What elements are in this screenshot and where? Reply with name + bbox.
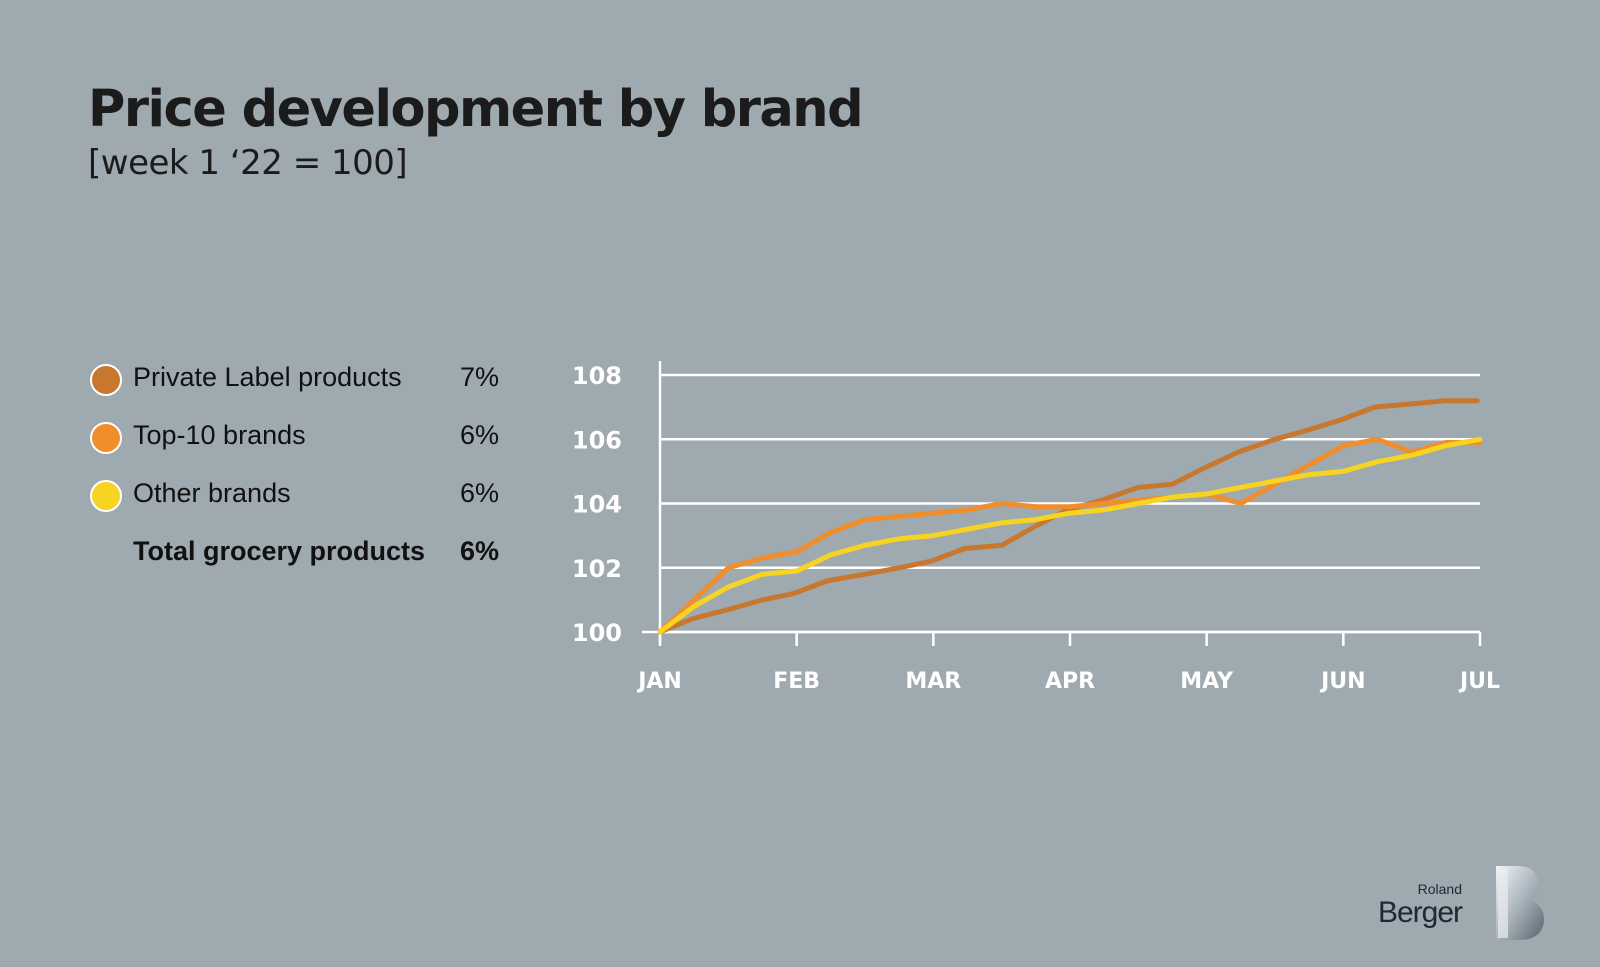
legend-item-total: Total grocery products 6% [90,536,510,594]
legend-swatch-other-brands [90,480,122,512]
legend-value: 7% [460,362,500,392]
legend-label: Top-10 brands [133,420,306,450]
series-line-2 [657,436,1483,635]
chart-subtitle: [week 1 ‘22 = 100] [88,143,408,183]
y-tick-label-102: 102 [572,555,622,583]
legend-value: 6% [460,478,500,508]
x-tick-label-apr: APR [1045,669,1095,694]
x-tick-label-mar: MAR [905,669,961,694]
series-line-0 [657,398,1480,635]
legend-label: Total grocery products [133,536,426,566]
legend-item-other-brands: Other brands 6% [90,478,510,536]
legend-label: Private Label products [133,362,402,392]
legend-item-top-10-brands: Top-10 brands 6% [90,420,510,478]
legend: Private Label products 7% Top-10 brands … [90,362,510,594]
logo-b-icon [1496,866,1544,940]
x-tick-label-feb: FEB [773,669,820,694]
y-tick-label-108: 108 [572,362,622,390]
y-tick-label-104: 104 [572,491,622,519]
y-tick-label-106: 106 [572,426,622,454]
logo-text-big: Berger [1377,896,1463,929]
x-tick-label-may: MAY [1180,669,1234,694]
legend-item-private-label: Private Label products 7% [90,362,510,420]
legend-value: 6% [460,536,500,566]
logo-text-small: Roland [1417,881,1462,897]
legend-value: 6% [460,420,500,450]
roland-berger-logo: Roland Berger [1378,866,1550,946]
legend-swatch-top-10-brands [90,422,122,454]
x-tick-label-jul: JUL [1458,669,1500,694]
series-line-1 [657,436,1483,635]
legend-swatch-private-label [90,364,122,396]
x-tick-label-jan: JAN [636,669,682,694]
chart-title: Price development by brand [88,80,864,139]
y-tick-label-100: 100 [572,619,622,647]
legend-label: Other brands [133,478,291,508]
x-tick-label-jun: JUN [1319,669,1365,694]
